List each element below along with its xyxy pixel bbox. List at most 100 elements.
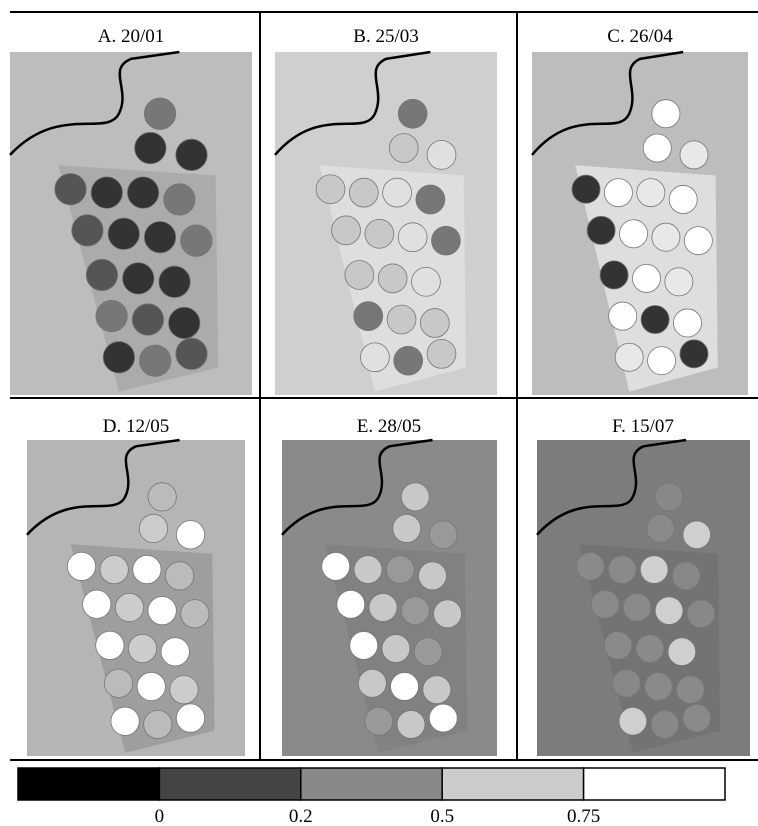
pivot-field [96,300,127,331]
pivot-field [349,178,378,207]
pivot-field [645,673,673,701]
pivot-field [665,268,693,296]
legend-swatch [584,768,725,800]
pivot-field [615,343,643,371]
pivot-field [669,185,697,213]
pivot-field [420,309,449,338]
pivot-field [623,594,651,622]
pivot-field [587,216,615,244]
pivot-field [383,178,412,207]
legend: 0 0.2 0.5 0.75 [18,768,725,826]
pivot-field [123,263,154,294]
pivot-field [414,638,442,666]
pivot-field [369,594,397,622]
pivot-field [144,710,172,738]
pivot-field [643,134,671,162]
pivot-field [365,707,393,735]
pivot-field [655,597,683,625]
map-panel: B. 25/03 [275,26,497,395]
pivot-field [133,555,161,583]
pivot-field [637,179,665,207]
pivot-field [648,347,676,375]
pivot-field [139,345,170,376]
pivot-field [55,173,86,204]
pivot-field [432,226,461,255]
pivot-field [397,710,425,738]
pivot-field [161,638,189,666]
pivot-field [72,215,103,246]
pivot-field [668,638,696,666]
pivot-field [176,704,204,732]
pivot-field [394,346,423,375]
panel-label: B. 25/03 [353,26,418,47]
pivot-field [176,139,207,170]
pivot-field [680,340,708,368]
pivot-field [108,218,139,249]
legend-swatch [301,768,442,800]
pivot-field [434,600,462,628]
pivot-field [619,707,647,735]
pivot-field [591,590,619,618]
pivot-field [148,596,176,624]
pivot-field [360,343,389,372]
legend-tick-label: 0.5 [430,806,454,826]
pivot-field [576,553,604,581]
pivot-field [332,216,361,245]
pivot-field [387,305,416,334]
pivot-field [83,590,111,618]
map-panel: A. 20/01 [10,26,252,395]
map-panel: D. 12/05 [27,416,245,756]
pivot-field [159,266,190,297]
pivot-field [354,302,383,331]
pivot-field [672,562,700,590]
pivot-field [651,711,679,739]
pivot-field [652,223,680,251]
pivot-field [391,673,419,701]
pivot-field [609,302,637,330]
map-panel: F. 15/07 [537,416,750,756]
pivot-field [358,669,386,697]
pivot-field [111,707,139,735]
pivot-field [429,521,457,549]
pivot-field [677,676,705,704]
pivot-field [401,483,429,511]
pivot-field [67,552,95,580]
legend-tick-label: 0 [155,806,165,826]
pivot-field [412,267,441,296]
pivot-field [139,514,167,542]
pivot-field [103,342,134,373]
pivot-field [636,635,664,663]
pivot-field [127,177,158,208]
pivot-field [416,185,445,214]
pivot-field [572,175,600,203]
legend-swatch [18,768,159,800]
pivot-field [345,261,374,290]
pivot-field [137,672,165,700]
pivot-field [181,225,212,256]
pivot-field [604,632,632,660]
pivot-field [322,552,350,580]
legend-tick-label: 0.2 [289,806,313,826]
panel-label: F. 15/07 [612,416,674,437]
pivot-field [419,562,447,590]
pivot-field [104,669,132,697]
panel-label: C. 26/04 [607,26,673,47]
panel-label: E. 28/05 [357,416,421,437]
pivot-field [100,555,128,583]
pivot-field [604,179,632,207]
pivot-field [144,221,175,252]
pivot-field [652,100,680,128]
panel-label: D. 12/05 [103,416,170,437]
pivot-field [687,600,715,628]
legend-swatch [159,768,300,800]
pivot-field [423,676,451,704]
pivot-field [169,307,200,338]
pivot-field [386,556,414,584]
pivot-field [401,597,429,625]
pivot-field [382,635,410,663]
pivot-field [115,593,143,621]
pivot-field [337,590,365,618]
legend-tick-label: 0.75 [567,806,600,826]
pivot-field [613,669,641,697]
pivot-field [389,134,418,163]
